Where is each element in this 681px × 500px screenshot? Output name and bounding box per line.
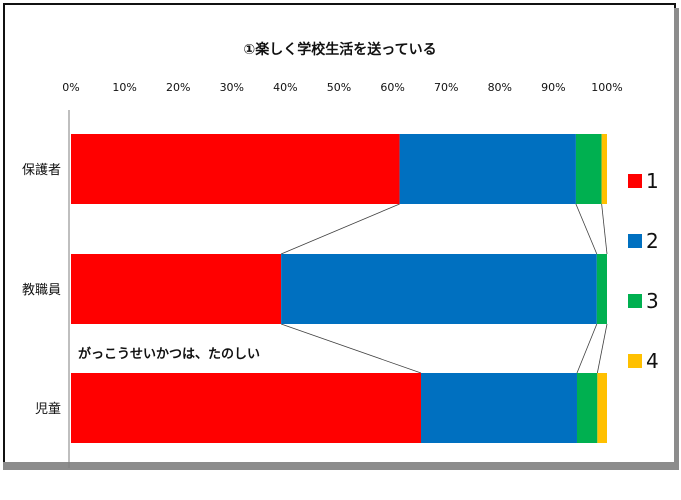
- series-line: [601, 203, 608, 255]
- x-tick-label: 70%: [434, 81, 458, 94]
- series-line: [576, 323, 598, 374]
- x-tick-label: 100%: [591, 81, 622, 94]
- x-tick-label: 0%: [62, 81, 79, 94]
- bar-segment: [399, 134, 576, 204]
- x-tick-label: 90%: [541, 81, 565, 94]
- series-lines: [280, 203, 608, 374]
- bar-segment: [575, 134, 602, 204]
- series-line: [280, 323, 422, 374]
- x-tick-label: 40%: [273, 81, 297, 94]
- bar-segment: [71, 373, 422, 443]
- legend-swatch: [628, 234, 642, 248]
- series-line: [575, 203, 598, 255]
- bar-segment: [421, 373, 577, 443]
- legend-label: 2: [646, 229, 659, 253]
- bar-segment: [71, 134, 400, 204]
- frame-shadow-bottom: [3, 462, 676, 470]
- bar-segment: [597, 373, 607, 443]
- bar-segment: [601, 134, 607, 204]
- bars: [71, 134, 607, 443]
- x-axis-ticks: 0% 10% 20% 30% 40% 50% 60% 70% 80% 90% 100%: [62, 81, 622, 94]
- legend-label: 4: [646, 349, 659, 373]
- chart-annotation: がっこうせいかつは、たのしい: [78, 346, 260, 362]
- legend: 1 2 3 4: [628, 169, 659, 373]
- x-tick-label: 60%: [380, 81, 404, 94]
- series-line: [280, 203, 400, 255]
- category-label: 教職員: [22, 282, 61, 298]
- x-tick-label: 30%: [220, 81, 244, 94]
- bar-segment: [71, 254, 282, 324]
- category-label: 児童: [35, 401, 61, 417]
- category-label: 保護者: [22, 162, 61, 178]
- x-tick-label: 80%: [488, 81, 512, 94]
- x-tick-label: 50%: [327, 81, 351, 94]
- bar-segment: [576, 373, 598, 443]
- bar-segment: [281, 254, 597, 324]
- legend-label: 1: [646, 169, 659, 193]
- chart-title: ①楽しく学校生活を送っている: [243, 41, 436, 58]
- bar-segment: [596, 254, 607, 324]
- x-tick-label: 20%: [166, 81, 190, 94]
- frame-shadow-right: [674, 8, 679, 470]
- legend-swatch: [628, 354, 642, 368]
- legend-swatch: [628, 174, 642, 188]
- x-tick-label: 10%: [112, 81, 136, 94]
- legend-swatch: [628, 294, 642, 308]
- legend-label: 3: [646, 289, 659, 313]
- series-line: [596, 323, 608, 374]
